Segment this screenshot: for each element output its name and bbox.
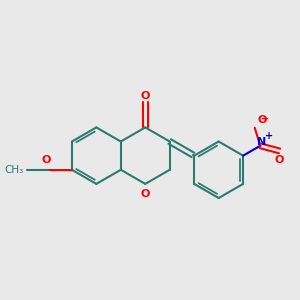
Text: O: O — [141, 189, 150, 199]
Text: −: − — [261, 114, 269, 124]
Text: N: N — [257, 137, 266, 147]
Text: +: + — [265, 131, 273, 141]
Text: O: O — [275, 155, 284, 165]
Text: O: O — [258, 115, 267, 125]
Text: O: O — [141, 91, 150, 100]
Text: O: O — [42, 155, 51, 165]
Text: CH₃: CH₃ — [4, 165, 23, 175]
